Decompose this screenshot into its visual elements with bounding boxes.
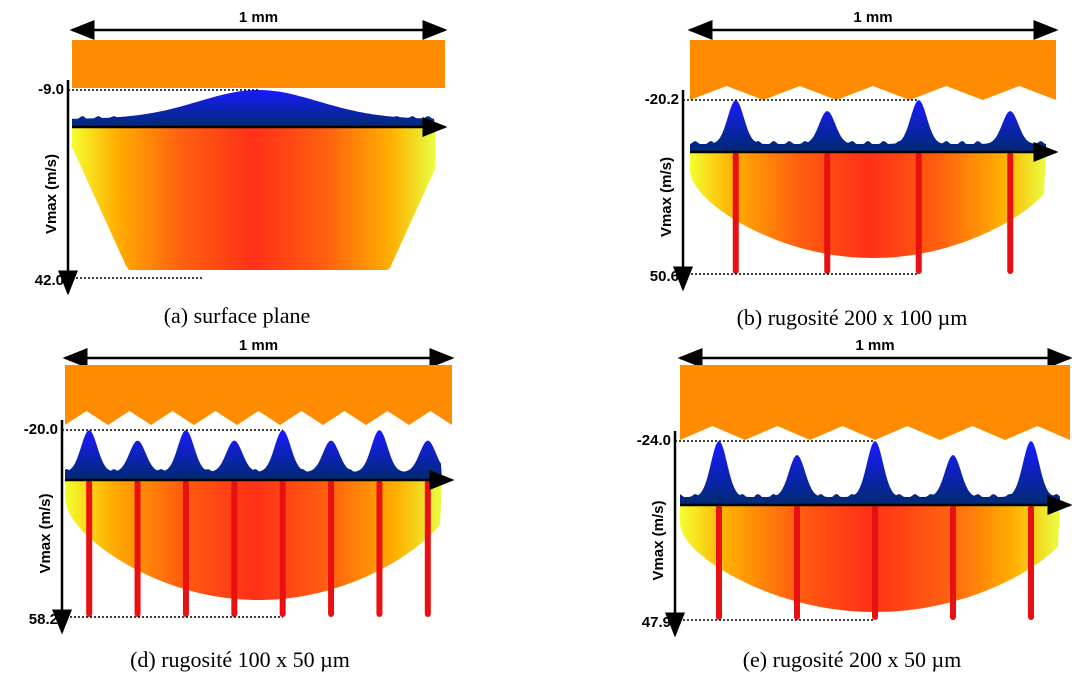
panel: 1 mm -20.0 58.2 Vmax (m/s) (d) rugosité 100 … (24, 337, 455, 672)
bottom-value: 50.6 (650, 268, 679, 285)
red-streak (424, 480, 431, 617)
bottom-value: 42.0 (35, 272, 64, 289)
tool-shape (690, 40, 1056, 100)
red-streak (376, 480, 383, 617)
red-streak (328, 480, 335, 617)
scale-label: 1 mm (239, 337, 278, 354)
caption: (d) rugosité 100 x 50 µm (130, 647, 350, 672)
red-streak (279, 480, 286, 617)
caption: (a) surface plane (164, 303, 311, 328)
lower-field (65, 480, 442, 600)
red-streak (824, 152, 831, 274)
red-streak (732, 152, 739, 274)
axis-label: Vmax (m/s) (37, 493, 54, 573)
upper-field (690, 100, 1046, 152)
red-streak (134, 480, 141, 617)
lower-field (72, 127, 435, 270)
red-streak (231, 480, 238, 617)
red-streak (872, 505, 878, 620)
top-value: -20.2 (645, 91, 679, 108)
panel: 1 mm -9.0 42.0 Vmax (m/s) (a) surface plane (35, 9, 448, 328)
upper-field (680, 441, 1060, 505)
upper-field (72, 90, 435, 127)
bottom-value: 58.2 (29, 611, 58, 628)
top-value: -24.0 (637, 432, 671, 449)
axis-label: Vmax (m/s) (658, 157, 675, 237)
lower-field (690, 152, 1046, 258)
tool-shape (72, 40, 445, 88)
top-value: -20.0 (24, 421, 58, 438)
scale-label: 1 mm (853, 9, 892, 26)
red-streak (1007, 152, 1014, 274)
scale-label: 1 mm (239, 9, 278, 26)
tool-shape (680, 365, 1070, 440)
red-streak (1028, 505, 1034, 620)
red-streak (794, 505, 800, 620)
panel: 1 mm -24.0 47.9 Vmax (m/s) (e) rugosité 200 … (637, 337, 1072, 672)
axis-label: Vmax (m/s) (650, 500, 667, 580)
tool-shape (65, 365, 452, 425)
top-value: -9.0 (38, 81, 64, 98)
axis-label: Vmax (m/s) (43, 154, 60, 234)
red-streak (716, 505, 722, 620)
scale-label: 1 mm (855, 337, 894, 354)
upper-field (65, 430, 442, 480)
lower-field (680, 505, 1060, 612)
bottom-value: 47.9 (642, 614, 671, 631)
red-streak (182, 480, 189, 617)
red-streak (86, 480, 93, 617)
panel: 1 mm -20.2 50.6 Vmax (m/s) (b) rugosité 200 … (645, 9, 1059, 330)
caption: (b) rugosité 200 x 100 µm (737, 305, 968, 330)
red-streak (950, 505, 956, 620)
caption: (e) rugosité 200 x 50 µm (743, 647, 962, 672)
red-streak (915, 152, 922, 274)
